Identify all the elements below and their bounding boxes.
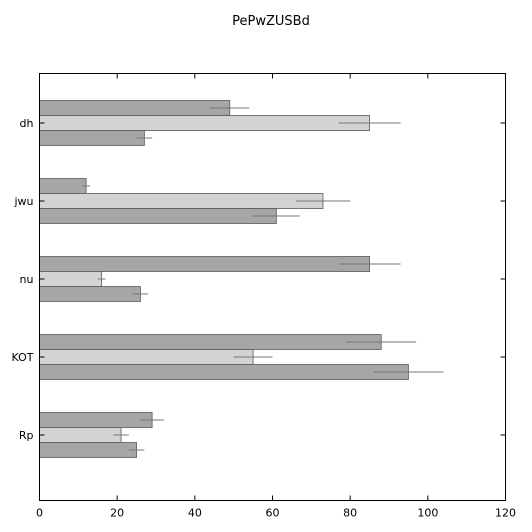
x-tick-label: 120: [495, 507, 516, 520]
y-tick-label-jwu: jwu: [13, 195, 33, 208]
x-tick-label: 20: [110, 507, 124, 520]
x-tick-label: 80: [343, 507, 357, 520]
bar-nu-series-3: [39, 286, 141, 302]
bar-dh-series-3: [39, 130, 145, 146]
bar-dh-series-1: [39, 100, 231, 116]
bar-KOT-series-2: [39, 349, 254, 365]
bar-jwu-series-2: [39, 193, 324, 209]
x-axis: 0 20 40 60 80 100 120: [36, 73, 516, 520]
x-tick-label: 40: [188, 507, 202, 520]
bar-nu-series-1: [39, 256, 370, 272]
x-tick-label: 60: [266, 507, 280, 520]
x-tick-label: 100: [417, 507, 438, 520]
chart-title: PePwZUSBd: [232, 14, 310, 29]
error-bar-group: [82, 107, 444, 451]
bar-jwu-series-3: [39, 208, 277, 224]
x-tick-label: 0: [36, 507, 43, 520]
bar-Rp-series-1: [39, 412, 153, 428]
bar-jwu-series-1: [39, 178, 87, 194]
bar-KOT-series-3: [39, 364, 409, 380]
y-tick-label-dh: dh: [20, 117, 34, 130]
bar-Rp-series-2: [39, 427, 122, 443]
bar-KOT-series-1: [39, 334, 382, 350]
bar-nu-series-2: [39, 271, 103, 287]
y-tick-label-KOT: KOT: [12, 351, 34, 364]
y-tick-label-nu: nu: [20, 273, 34, 286]
y-tick-label-Rp: Rp: [19, 429, 34, 442]
bar-Rp-series-3: [39, 442, 137, 458]
bar-group: [39, 100, 409, 458]
y-axis: dh jwu nu KOT Rp: [12, 117, 506, 442]
bar-dh-series-2: [39, 115, 370, 131]
